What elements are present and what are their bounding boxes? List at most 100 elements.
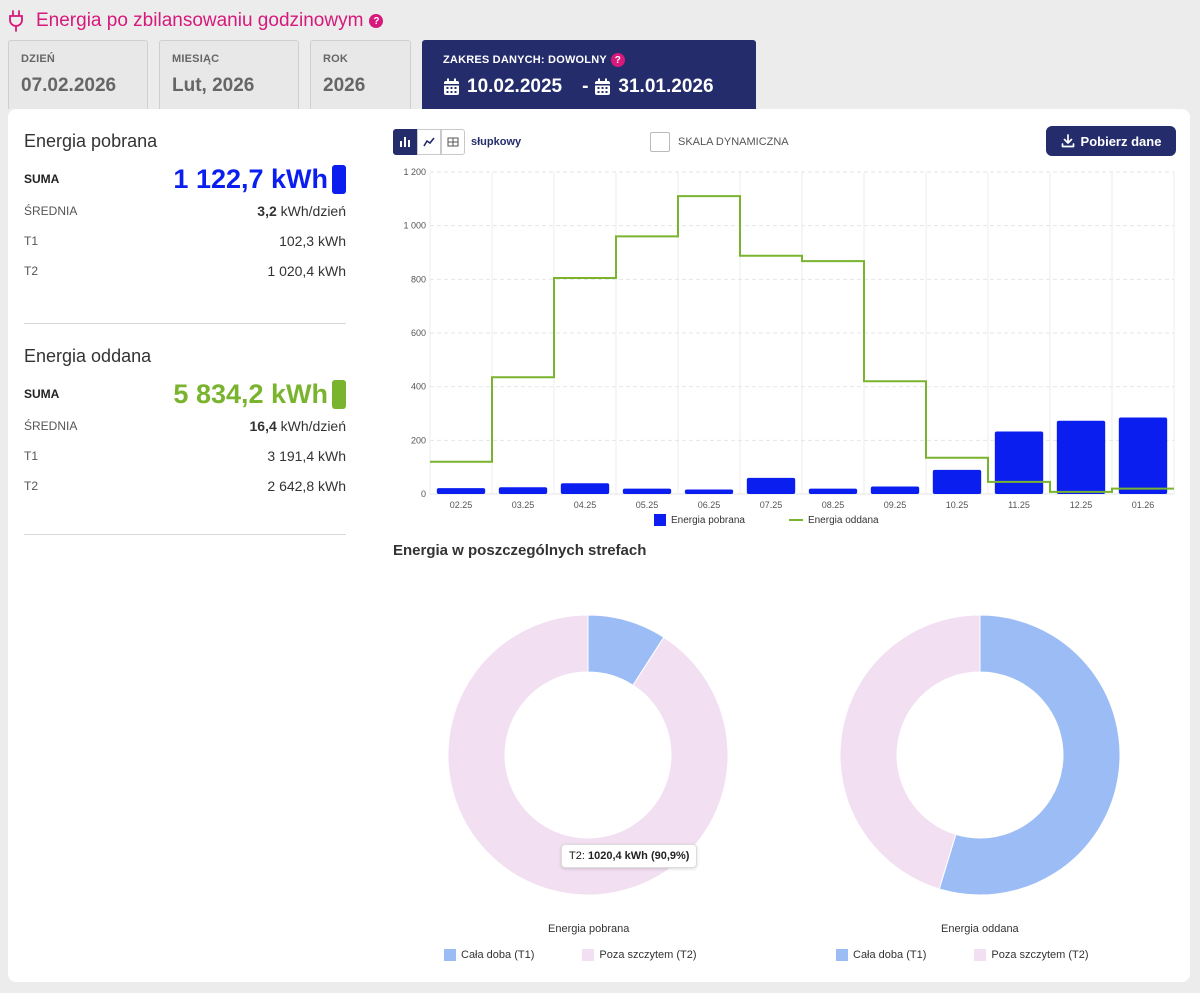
tab-year-label: ROK bbox=[323, 53, 349, 65]
date-range: 10.02.2025 - 31.01.2026 bbox=[443, 76, 735, 98]
donut-legend-label-t1: Cała doba (T1) bbox=[853, 949, 927, 961]
tab-day[interactable]: DZIEŃ 07.02.2026 bbox=[8, 40, 148, 109]
x-tick-label: 10.25 bbox=[946, 500, 969, 510]
x-tick-label: 06.25 bbox=[698, 500, 721, 510]
donut-legend-label-t1: Cała doba (T1) bbox=[461, 949, 535, 961]
donut-legend-item-t2[interactable]: Poza szczytem (T2) bbox=[582, 949, 697, 961]
legend-item-consumed[interactable]: Energia pobrana bbox=[654, 514, 745, 526]
bar-mode-button[interactable] bbox=[393, 129, 417, 155]
y-tick-label: 1 200 bbox=[403, 167, 426, 177]
calendar-icon[interactable] bbox=[443, 78, 460, 96]
bar-consumed[interactable] bbox=[1056, 420, 1106, 494]
donut-legend-item-t2[interactable]: Poza szczytem (T2) bbox=[974, 949, 1089, 961]
legend-label-consumed: Energia pobrana bbox=[671, 514, 745, 526]
tab-month[interactable]: MIESIĄC Lut, 2026 bbox=[159, 40, 299, 109]
monthly-chart-svg: 0 200 400 600 800 1 000 1 200 02.25 03.25 04.25 05… bbox=[403, 167, 1175, 510]
bar-consumed[interactable] bbox=[932, 469, 982, 494]
bar-chart-icon bbox=[400, 137, 410, 147]
page-header: Energia po zbilansowaniu godzinowym ? bbox=[8, 8, 384, 34]
produced-sum-label: SUMA bbox=[24, 387, 60, 401]
donut-legend-label-t2: Poza szczytem (T2) bbox=[991, 949, 1089, 961]
dynamic-scale-toggle[interactable]: SKALA DYNAMICZNA bbox=[650, 132, 789, 152]
table-mode-button[interactable] bbox=[441, 129, 465, 155]
table-icon bbox=[447, 137, 459, 147]
tab-range[interactable]: ZAKRES DANYCH: DOWOLNY ? 10.02.2025 - 31… bbox=[422, 40, 756, 109]
donut-consumed-slice-t1[interactable] bbox=[587, 614, 665, 686]
produced-sum-value: 5 834,2 kWh bbox=[173, 378, 328, 409]
monthly-chart: 0 200 400 600 800 1 000 1 200 02.25 03.25 04.25 05… bbox=[388, 164, 1188, 519]
zones-title: Energia w poszczególnych strefach bbox=[393, 542, 647, 559]
donut-legend-item-t1[interactable]: Cała doba (T1) bbox=[836, 949, 926, 961]
donut-produced-slice-t2[interactable] bbox=[839, 614, 981, 890]
x-tick-label: 05.25 bbox=[636, 500, 659, 510]
bar-consumed[interactable] bbox=[994, 431, 1044, 494]
tab-day-label: DZIEŃ bbox=[21, 53, 55, 65]
y-tick-label: 400 bbox=[411, 382, 426, 392]
x-tick-label: 09.25 bbox=[884, 500, 907, 510]
bar-consumed[interactable] bbox=[808, 488, 858, 494]
produced-t1-label: T1 bbox=[24, 449, 39, 463]
donut-legend-swatch-t2 bbox=[974, 949, 987, 961]
chart-mode-label: słupkowy bbox=[471, 136, 522, 148]
y-tick-label: 1 000 bbox=[403, 221, 426, 231]
produced-avg-unit: kWh/dzień bbox=[276, 418, 346, 434]
produced-avg-row: ŚREDNIA 16,4 kWh/dzień bbox=[24, 411, 346, 441]
consumed-stats: Energia pobrana SUMA 1 122,7 kWh ŚREDNIA… bbox=[24, 131, 346, 324]
line-chart-icon bbox=[423, 137, 435, 147]
legend-label-produced: Energia oddana bbox=[807, 514, 879, 526]
download-icon bbox=[1061, 134, 1074, 148]
legend-swatch-consumed bbox=[654, 514, 666, 526]
download-label: Pobierz dane bbox=[1080, 133, 1162, 149]
y-tick-label: 800 bbox=[411, 274, 426, 284]
consumed-avg-label: ŚREDNIA bbox=[24, 204, 78, 218]
bar-consumed[interactable] bbox=[870, 486, 920, 494]
consumed-t2-label: T2 bbox=[24, 264, 39, 278]
bar-consumed[interactable] bbox=[746, 477, 796, 494]
produced-title: Energia oddana bbox=[24, 346, 152, 366]
download-button[interactable]: Pobierz dane bbox=[1046, 126, 1176, 156]
consumed-avg-value: 3,2 bbox=[257, 203, 277, 219]
donut-produced-slice-t1[interactable] bbox=[938, 614, 1121, 896]
y-tick-label: 600 bbox=[411, 328, 426, 338]
dynamic-scale-checkbox[interactable] bbox=[650, 132, 670, 152]
produced-t2-value: 2 642,8 kWh bbox=[267, 478, 346, 494]
y-tick-label: 200 bbox=[411, 435, 426, 445]
produced-t1-row: T1 3 191,4 kWh bbox=[24, 441, 346, 471]
bar-consumed[interactable] bbox=[1118, 417, 1168, 494]
x-tick-label: 08.25 bbox=[822, 500, 845, 510]
consumed-title: Energia pobrana bbox=[24, 131, 158, 151]
line-produced[interactable] bbox=[430, 195, 1174, 493]
bar-consumed[interactable] bbox=[560, 483, 610, 494]
tab-month-label: MIESIĄC bbox=[172, 53, 220, 65]
calendar-icon[interactable] bbox=[594, 78, 611, 96]
donut-legend-item-t1[interactable]: Cała doba (T1) bbox=[444, 949, 534, 961]
x-tick-label: 03.25 bbox=[512, 500, 535, 510]
donut-legend-swatch-t1 bbox=[444, 949, 456, 961]
y-tick-label: 0 bbox=[421, 489, 426, 499]
tab-year[interactable]: ROK 2026 bbox=[310, 40, 411, 109]
chart-toolbar: słupkowy bbox=[393, 129, 521, 155]
donut-legend-swatch-t2 bbox=[582, 949, 595, 961]
bar-consumed[interactable] bbox=[498, 487, 548, 494]
consumed-t2-value: 1 020,4 kWh bbox=[267, 263, 346, 279]
help-icon[interactable]: ? bbox=[369, 14, 384, 28]
donut-tooltip: T2: 1020,4 kWh (90,9%) bbox=[561, 844, 698, 868]
bar-consumed[interactable] bbox=[622, 488, 672, 494]
tooltip-value: 1020,4 kWh (90,9%) bbox=[587, 850, 690, 862]
line-mode-button[interactable] bbox=[417, 129, 441, 155]
produced-t1-value: 3 191,4 kWh bbox=[267, 448, 346, 464]
produced-t2-row: T2 2 642,8 kWh bbox=[24, 471, 346, 501]
legend-item-produced[interactable]: Energia oddana bbox=[788, 514, 879, 526]
produced-stats: Energia oddana SUMA 5 834,2 kWh ŚREDNIA … bbox=[24, 346, 346, 535]
tab-day-value: 07.02.2026 bbox=[21, 75, 117, 96]
range-help-icon[interactable]: ? bbox=[610, 53, 625, 67]
range-dash: - bbox=[582, 76, 589, 97]
bar-consumed[interactable] bbox=[684, 489, 734, 494]
tooltip-label: T2: bbox=[569, 850, 585, 862]
page-title: Energia po zbilansowaniu godzinowym bbox=[36, 10, 364, 31]
bar-consumed[interactable] bbox=[436, 488, 486, 494]
range-to[interactable]: 31.01.2026 bbox=[618, 76, 714, 97]
tab-year-value: 2026 bbox=[323, 75, 366, 96]
dynamic-scale-label: SKALA DYNAMICZNA bbox=[678, 136, 789, 148]
range-from[interactable]: 10.02.2025 bbox=[467, 76, 563, 97]
